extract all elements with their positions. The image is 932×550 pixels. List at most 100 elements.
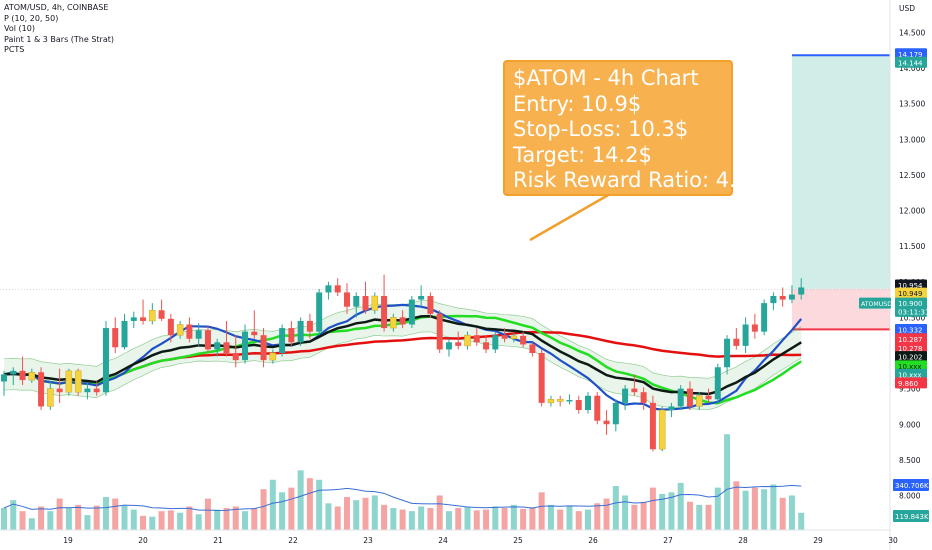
candle-body [223, 342, 230, 353]
x-tick-label: 20 [138, 536, 148, 545]
currency-label: USD [899, 4, 915, 13]
candle-body [696, 395, 703, 407]
candle [631, 374, 638, 396]
candle [677, 385, 684, 410]
candle [418, 285, 425, 307]
candle [130, 311, 137, 329]
price-label-box [895, 305, 927, 317]
volume-bar [232, 506, 239, 530]
volume-bar [381, 504, 388, 530]
volume-bar [121, 505, 128, 530]
volume-bar [668, 492, 675, 530]
candle-body [556, 399, 564, 402]
price-label-text: 10.900 [898, 300, 923, 308]
trade-callout: $ATOM - 4h Chart Entry: 10.9$ Stop-Loss:… [503, 60, 749, 196]
candle-body [640, 392, 647, 403]
candle [742, 317, 749, 353]
candle-body [176, 324, 184, 336]
price-axis[interactable]: 14.500 14.000 13.500 13.000 12.500 12.000 11.5… [859, 0, 929, 550]
candle [751, 313, 758, 339]
candle [47, 381, 54, 410]
volume-bar [102, 497, 109, 530]
volume-bar [742, 490, 749, 530]
volume-bar [288, 487, 295, 530]
candle-body [742, 324, 749, 346]
y-tick-label: 13.500 [899, 100, 925, 109]
symbol-line[interactable]: ATOM/USD, 4h, COINBASE [4, 3, 109, 12]
candle [788, 285, 795, 304]
volume-bar [214, 509, 221, 530]
candle-body [649, 402, 656, 450]
price-label-text: 10.xxx [898, 371, 922, 379]
volume-label-box [893, 510, 929, 522]
candle [445, 338, 452, 357]
volume-bar [28, 518, 35, 530]
volume-bar [418, 506, 425, 530]
callout-title: $ATOM - 4h Chart [513, 66, 699, 90]
candle-body [269, 352, 277, 361]
volume-bar [269, 479, 276, 530]
candle-body [65, 370, 73, 393]
candle [473, 328, 480, 346]
volume-bar [10, 500, 17, 530]
candle [84, 382, 91, 400]
volume-bar [705, 504, 712, 530]
candle-body [56, 388, 63, 393]
callout-stop-loss: Stop-Loss: 10.3$ [513, 117, 689, 141]
x-tick-label: 22 [288, 536, 298, 545]
volume-bar [371, 495, 378, 530]
candle [399, 310, 406, 329]
volume-bar [306, 478, 313, 530]
x-tick-label: 23 [363, 536, 373, 545]
volume-bar [223, 508, 230, 530]
candle [19, 356, 26, 386]
candle [408, 296, 415, 329]
candle-body [288, 328, 295, 343]
candle [232, 335, 239, 368]
volume-bar [56, 498, 63, 530]
legend-pcts[interactable]: PCTS [4, 45, 25, 54]
candle [93, 381, 100, 396]
x-tick-label: 19 [63, 536, 73, 545]
candle-body [47, 388, 54, 407]
candle [510, 333, 518, 343]
volume-bar [19, 511, 26, 530]
candle-body [418, 296, 425, 300]
candle-body [306, 320, 313, 332]
volume-bar [612, 486, 619, 530]
volume-bar [93, 505, 100, 530]
candle-body [130, 317, 137, 321]
trade-zones [0, 54, 890, 331]
candle [483, 335, 490, 353]
candle-body [140, 317, 147, 321]
legend-strat[interactable]: Paint 1 & 3 Bars (The Strat) [4, 34, 114, 44]
volume-bar [520, 508, 527, 530]
volume-bar [686, 501, 693, 530]
volume-bar [631, 504, 638, 530]
y-tick-label: 14.000 [899, 64, 925, 73]
volume-bar [399, 509, 406, 530]
candle [325, 281, 332, 300]
candle [149, 303, 156, 325]
candle-body [705, 395, 712, 400]
volume-bar [130, 509, 137, 530]
candle [102, 320, 109, 396]
price-label-text: 10.954 [898, 282, 923, 290]
candle-body [353, 296, 360, 307]
candle [585, 392, 592, 414]
legend-volume[interactable]: Vol (10) [4, 24, 35, 33]
price-label-text: 10.xxx [898, 363, 922, 371]
time-axis[interactable]: 19 20 21 22 23 24 25 26 27 28 29 30 [0, 529, 898, 545]
candle-body [677, 388, 684, 407]
price-label-text: 14.179 [898, 51, 923, 59]
candle-body [112, 328, 119, 348]
candlesticks [1, 274, 805, 452]
candle-body [658, 409, 666, 450]
volume-bar [492, 506, 499, 530]
candle [223, 320, 230, 357]
candle [10, 367, 17, 386]
legend-sma[interactable]: P (10, 20, 50) [4, 13, 59, 23]
candle [696, 392, 703, 410]
